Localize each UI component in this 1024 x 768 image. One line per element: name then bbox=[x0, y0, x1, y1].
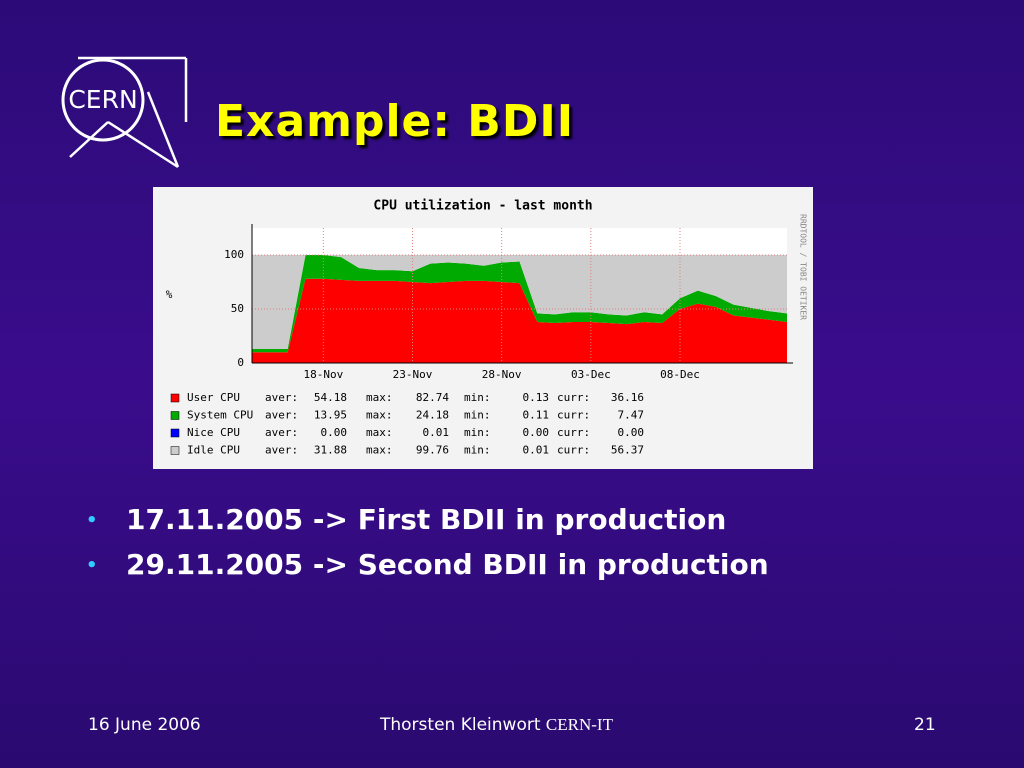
legend-stat-value: 0.00 bbox=[618, 426, 645, 439]
legend-swatch bbox=[170, 393, 180, 403]
legend-swatch bbox=[170, 446, 180, 455]
footer-credit: Thorsten Kleinwort CERN-IT bbox=[380, 715, 613, 735]
x-tick-label: 08-Dec bbox=[660, 368, 700, 381]
legend-stat-key: aver: bbox=[265, 444, 298, 457]
chart: CPU utilization - last month % RRDTOOL /… bbox=[166, 199, 808, 457]
legend-stat-value: 0.01 bbox=[523, 444, 550, 457]
legend-stat-value: 54.18 bbox=[314, 391, 347, 404]
footer-page: 21 bbox=[914, 715, 936, 735]
legend-stat-value: 0.00 bbox=[523, 426, 550, 439]
legend-stat-value: 82.74 bbox=[416, 391, 449, 404]
slide-title: Example: BDII bbox=[215, 96, 575, 147]
x-tick-label: 23-Nov bbox=[393, 368, 433, 381]
x-tick-label: 18-Nov bbox=[303, 368, 343, 381]
bullet-list: 17.11.2005 -> First BDII in production 2… bbox=[86, 498, 769, 588]
legend-stat-value: 0.00 bbox=[321, 426, 348, 439]
legend-label: Idle CPU bbox=[187, 444, 240, 457]
legend-stat-value: 0.11 bbox=[523, 409, 550, 422]
y-tick-label: 50 bbox=[231, 302, 244, 315]
legend-stat-key: min: bbox=[464, 391, 491, 404]
legend-stat-key: curr: bbox=[557, 409, 590, 422]
legend-stat-key: max: bbox=[366, 444, 393, 457]
legend-stat-value: 56.37 bbox=[611, 444, 644, 457]
legend-stat-key: aver: bbox=[265, 391, 298, 404]
area bbox=[252, 255, 787, 349]
legend-stat-key: max: bbox=[366, 391, 393, 404]
legend-stat-key: min: bbox=[464, 409, 491, 422]
legend-swatch bbox=[170, 411, 180, 420]
footer-org: CERN-IT bbox=[545, 715, 613, 734]
x-tick-label: 03-Dec bbox=[571, 368, 611, 381]
logo-lines bbox=[69, 56, 188, 169]
legend-stat-value: 7.47 bbox=[618, 409, 645, 422]
legend-label: Nice CPU bbox=[187, 426, 240, 439]
legend-stat-key: curr: bbox=[557, 391, 590, 404]
legend-label: System CPU bbox=[187, 409, 253, 422]
legend-stat-key: curr: bbox=[557, 426, 590, 439]
chart-image: CPU utilization - last month % RRDTOOL /… bbox=[153, 187, 813, 469]
logo-ring bbox=[61, 58, 145, 142]
area bbox=[252, 278, 787, 363]
legend-stat-key: curr: bbox=[557, 444, 590, 457]
y-tick-label: 100 bbox=[224, 248, 244, 261]
legend-stat-key: aver: bbox=[265, 409, 298, 422]
bullet: 29.11.2005 -> Second BDII in production bbox=[86, 543, 769, 588]
legend-stat-value: 13.95 bbox=[314, 409, 347, 422]
legend-stat-value: 0.01 bbox=[423, 426, 450, 439]
legend-stat-key: max: bbox=[366, 426, 393, 439]
legend-stat-value: 24.18 bbox=[416, 409, 449, 422]
y-tick-label: 0 bbox=[237, 356, 244, 369]
logo-text: CERN bbox=[68, 85, 137, 114]
legend-stat-key: min: bbox=[464, 426, 491, 439]
x-tick-label: 28-Nov bbox=[482, 368, 522, 381]
legend-stat-value: 0.13 bbox=[523, 391, 550, 404]
legend-swatch bbox=[170, 428, 180, 438]
legend-stat-key: max: bbox=[366, 409, 393, 422]
footer-author: Thorsten Kleinwort bbox=[380, 715, 541, 735]
legend-stat-value: 36.16 bbox=[611, 391, 644, 404]
footer-date: 16 June 2006 bbox=[88, 715, 201, 735]
area bbox=[252, 255, 787, 353]
legend-stat-value: 99.76 bbox=[416, 444, 449, 457]
chart-title: CPU utilization - last month bbox=[373, 199, 592, 214]
cern-logo: CERN bbox=[61, 56, 188, 169]
bullet: 17.11.2005 -> First BDII in production bbox=[86, 498, 769, 543]
side-label: RRDTOOL / TOBI OETIKER bbox=[799, 214, 808, 320]
legend-stat-value: 31.88 bbox=[314, 444, 347, 457]
y-axis-label: % bbox=[166, 288, 173, 301]
legend-label: User CPU bbox=[187, 391, 240, 404]
legend-stat-key: aver: bbox=[265, 426, 298, 439]
legend-stat-key: min: bbox=[464, 444, 491, 457]
